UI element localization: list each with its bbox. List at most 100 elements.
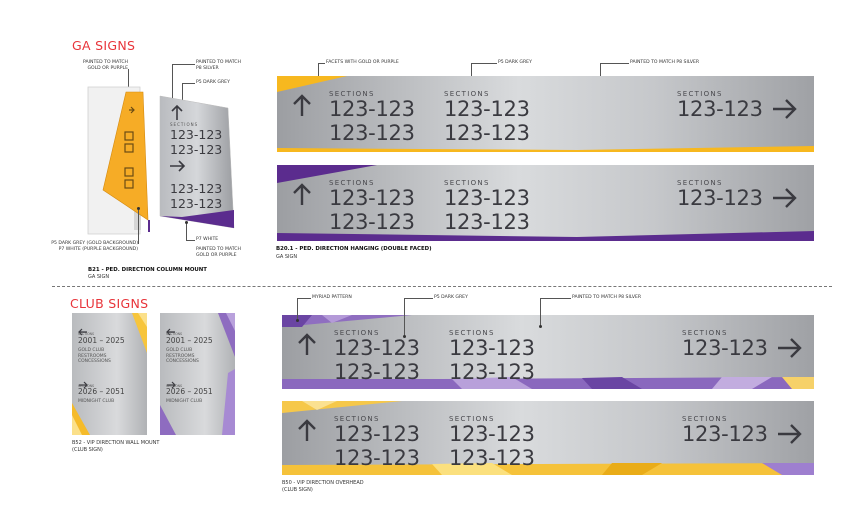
sections-label: SECTIONS — [334, 415, 380, 423]
wall-mount-sign-purple — [160, 313, 235, 435]
mid-number-2: 123-123 — [449, 360, 535, 384]
callout-myriad: MYRIAD PATTERN — [312, 295, 352, 300]
column-sign-number-2: 123-123 — [170, 142, 223, 157]
up-arrow-icon — [291, 182, 313, 210]
mid-number-1: 123-123 — [444, 186, 530, 210]
left-number-1: 123-123 — [334, 336, 420, 360]
column-sign-number-1: 123-123 — [170, 127, 223, 142]
b52-caption-title: B52 - VIP DIRECTION WALL MOUNT — [72, 440, 160, 446]
sections-label-right: SECTIONS — [682, 415, 728, 423]
right-number: 123-123 — [682, 336, 768, 360]
callout-club-p8: PAINTED TO MATCH P8 SILVER — [572, 295, 642, 300]
wall-range-2: 2026 – 2051 — [78, 387, 125, 396]
right-number: 123-123 — [677, 97, 763, 121]
mid-number-1: 123-123 — [449, 422, 535, 446]
left-number-1: 123-123 — [329, 186, 415, 210]
right-number: 123-123 — [677, 186, 763, 210]
wall-sec-label-1: SECTIONS — [78, 332, 95, 336]
wall-line-concessions: CONCESSIONS — [78, 359, 111, 364]
callout-p5-grey: P5 DARK GREY — [196, 80, 230, 85]
callout-p8-silver: PAINTED TO MATCH P8 SILVER — [196, 60, 241, 71]
sections-label-mid: SECTIONS — [449, 415, 495, 423]
section-divider — [52, 286, 832, 287]
sections-label: SECTIONS — [329, 90, 375, 98]
mid-number-1: 123-123 — [444, 97, 530, 121]
up-arrow-icon — [296, 332, 318, 360]
callout-facets: FACETS WITH GOLD OR PURPLE — [326, 60, 399, 65]
right-number: 123-123 — [682, 422, 768, 446]
left-number-2: 123-123 — [329, 210, 415, 234]
hanging-sign-purple-facets — [277, 165, 814, 241]
right-arrow-icon — [772, 98, 798, 124]
wall-mount-sign-purple-pattern — [160, 313, 235, 435]
hanging-sign-gold-facets — [277, 76, 814, 152]
column-sign-sections-label: SECTIONS — [170, 122, 199, 127]
b50-caption-sub: (CLUB SIGN) — [282, 487, 313, 493]
left-number-2: 123-123 — [329, 121, 415, 145]
sections-label-right: SECTIONS — [682, 329, 728, 337]
b21-caption-sub: GA SIGN — [88, 274, 110, 280]
wall-sec-label-1: SECTIONS — [166, 332, 183, 336]
callout-hanging-p5: P5 DARK GREY — [498, 60, 532, 65]
mid-number-2: 123-123 — [444, 121, 530, 145]
left-number-1: 123-123 — [329, 97, 415, 121]
wall-line-gold-club: GOLD CLUB — [78, 348, 105, 353]
mid-number-2: 123-123 — [444, 210, 530, 234]
left-number-2: 123-123 — [334, 446, 420, 470]
wall-line-restrooms: RESTROOMS — [78, 353, 107, 359]
wall-line-concessions: CONCESSIONS — [166, 359, 199, 364]
callout-match-gold-purple: PAINTED TO MATCH GOLD OR PURPLE — [83, 60, 128, 71]
wall-sec-label-2: SECTIONS — [166, 384, 183, 388]
club-overhead-sign-1 — [282, 315, 814, 389]
left-arrow-icon — [166, 321, 176, 340]
wall-mount-sign-gold-pattern — [72, 313, 147, 435]
sections-label-mid: SECTIONS — [444, 90, 490, 98]
club-signs-heading: CLUB SIGNS — [70, 296, 149, 311]
b50-caption-title: B50 - VIP DIRECTION OVERHEAD — [282, 480, 364, 486]
b52-caption-sub: (CLUB SIGN) — [72, 447, 103, 453]
callout-p7-white: P7 WHITE — [196, 237, 219, 242]
wall-line-midnight-club: MIDNIGHT CLUB — [166, 399, 203, 404]
right-arrow-icon — [78, 374, 88, 393]
b201-caption-title: B20.1 - PED. DIRECTION HANGING (DOUBLE F… — [276, 246, 432, 252]
sections-label-mid: SECTIONS — [444, 179, 490, 187]
right-arrow-icon — [777, 337, 803, 363]
wall-range-2: 2026 – 2051 — [166, 387, 213, 396]
b201-caption-sub: GA SIGN — [276, 254, 298, 260]
hanging-sign-purple — [277, 165, 814, 241]
wall-range-1: 2001 – 2025 — [78, 336, 125, 345]
column-mount-sign-illustration — [87, 86, 235, 235]
left-arrow-icon — [78, 321, 88, 340]
callout-match-gold-purple-b: PAINTED TO MATCH GOLD OR PURPLE — [196, 247, 241, 258]
sections-label-mid: SECTIONS — [449, 329, 495, 337]
right-arrow-icon — [166, 374, 176, 393]
wall-mount-sign-gold — [72, 313, 147, 435]
sections-label-right: SECTIONS — [677, 90, 723, 98]
right-arrow-icon — [777, 423, 803, 449]
left-number-1: 123-123 — [334, 422, 420, 446]
right-arrow-icon — [772, 187, 798, 213]
wall-range-1: 2001 – 2025 — [166, 336, 213, 345]
column-sign-number-4: 123-123 — [170, 196, 223, 211]
wall-line-gold-club: GOLD CLUB — [166, 348, 193, 353]
club-overhead-sign-2 — [282, 401, 814, 475]
callout-p5-p7-backgrounds: P5 DARK GREY (GOLD BACKGROUND) P7 WHITE … — [51, 241, 138, 252]
callout-club-p5: P5 DARK GREY — [434, 295, 468, 300]
club-overhead-sign-2-pattern — [282, 401, 814, 475]
hanging-sign-gold — [277, 76, 814, 152]
wall-line-restrooms: RESTROOMS — [166, 353, 195, 359]
up-arrow-icon — [291, 93, 313, 121]
wall-sec-label-2: SECTIONS — [78, 384, 95, 388]
ga-signs-heading: GA SIGNS — [72, 38, 136, 53]
callout-hanging-p8: PAINTED TO MATCH P8 SILVER — [630, 60, 700, 65]
sections-label-right: SECTIONS — [677, 179, 723, 187]
b21-caption-title: B21 - PED. DIRECTION COLUMN MOUNT — [88, 267, 207, 273]
left-number-2: 123-123 — [334, 360, 420, 384]
mid-number-2: 123-123 — [449, 446, 535, 470]
sections-label: SECTIONS — [334, 329, 380, 337]
sections-label: SECTIONS — [329, 179, 375, 187]
up-arrow-icon — [296, 418, 318, 446]
wall-line-midnight-club: MIDNIGHT CLUB — [78, 399, 115, 404]
column-sign-number-3: 123-123 — [170, 181, 223, 196]
club-overhead-sign-1-pattern — [282, 315, 814, 389]
